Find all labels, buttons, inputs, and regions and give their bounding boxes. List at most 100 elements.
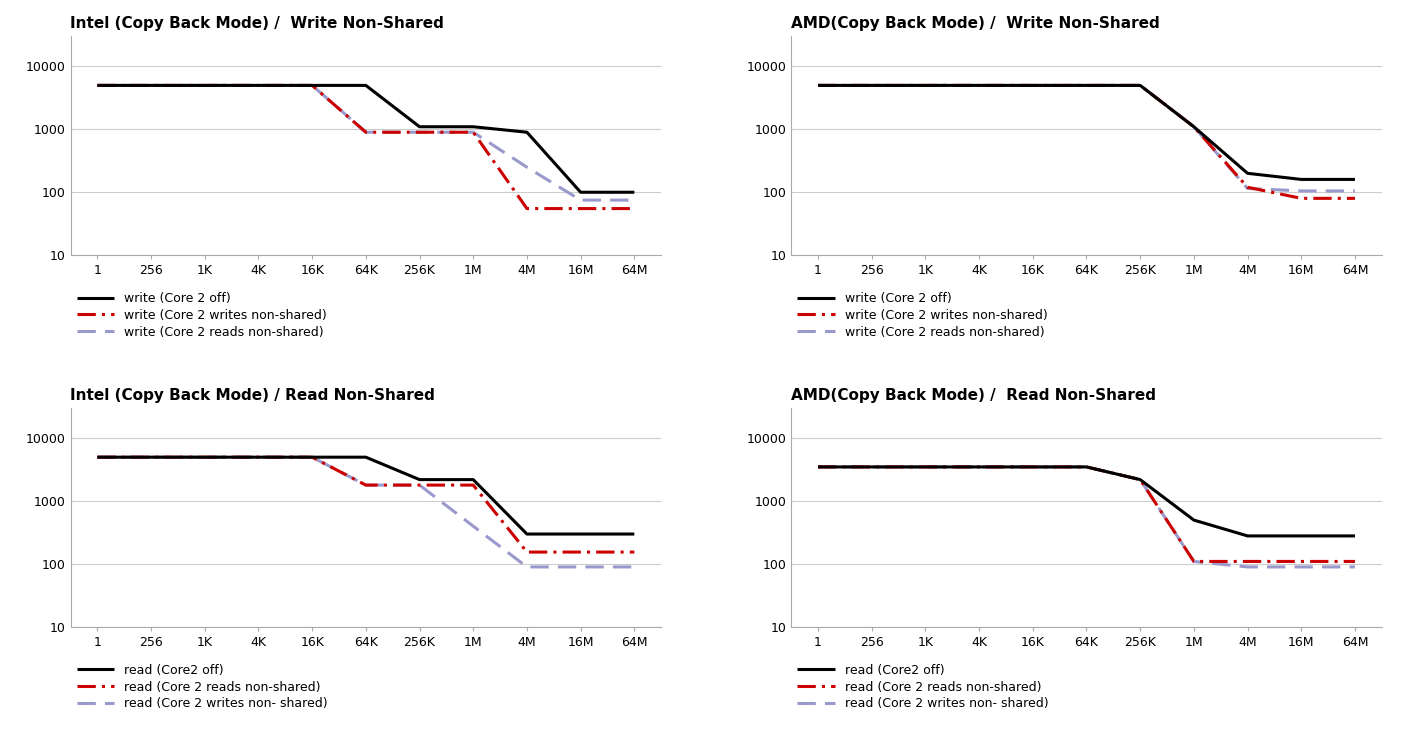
read (Core2 off) bbox=[1293, 531, 1310, 540]
read (Core 2 reads non-shared) bbox=[142, 453, 159, 461]
write (Core 2 off) bbox=[196, 81, 213, 90]
write (Core 2 writes non-shared) bbox=[1239, 183, 1256, 192]
read (Core 2 writes non- shared) bbox=[357, 480, 374, 489]
read (Core 2 reads non-shared) bbox=[626, 547, 643, 556]
read (Core 2 reads non-shared) bbox=[303, 453, 320, 461]
read (Core 2 reads non-shared) bbox=[572, 547, 589, 556]
write (Core 2 off) bbox=[626, 188, 643, 197]
Text: Intel (Copy Back Mode) /  Write Non-Shared: Intel (Copy Back Mode) / Write Non-Share… bbox=[70, 16, 444, 31]
write (Core 2 off) bbox=[1079, 81, 1096, 90]
write (Core 2 reads non-shared) bbox=[412, 128, 429, 136]
read (Core 2 reads non-shared) bbox=[1024, 463, 1041, 472]
read (Core 2 writes non- shared) bbox=[916, 463, 933, 472]
read (Core 2 reads non-shared) bbox=[809, 463, 826, 472]
Legend: read (Core2 off), read (Core 2 reads non-shared), read (Core 2 writes non- share: read (Core2 off), read (Core 2 reads non… bbox=[798, 664, 1049, 710]
write (Core 2 off) bbox=[1024, 81, 1041, 90]
write (Core 2 off) bbox=[1186, 122, 1203, 131]
read (Core 2 writes non- shared) bbox=[89, 453, 106, 461]
write (Core 2 off) bbox=[1239, 169, 1256, 178]
Text: Intel (Copy Back Mode) / Read Non-Shared: Intel (Copy Back Mode) / Read Non-Shared bbox=[70, 388, 436, 403]
read (Core 2 writes non- shared) bbox=[809, 463, 826, 472]
write (Core 2 reads non-shared) bbox=[1347, 187, 1363, 195]
Line: write (Core 2 writes non-shared): write (Core 2 writes non-shared) bbox=[818, 85, 1355, 198]
write (Core 2 writes non-shared) bbox=[809, 81, 826, 90]
write (Core 2 off) bbox=[465, 122, 482, 131]
write (Core 2 writes non-shared) bbox=[1347, 194, 1363, 203]
write (Core 2 off) bbox=[1293, 175, 1310, 184]
read (Core2 off) bbox=[465, 475, 482, 484]
write (Core 2 off) bbox=[357, 81, 374, 90]
Legend: write (Core 2 off), write (Core 2 writes non-shared), write (Core 2 reads non-sh: write (Core 2 off), write (Core 2 writes… bbox=[76, 292, 327, 338]
read (Core 2 writes non- shared) bbox=[465, 522, 482, 531]
write (Core 2 reads non-shared) bbox=[1186, 122, 1203, 131]
write (Core 2 reads non-shared) bbox=[196, 81, 213, 90]
read (Core2 off) bbox=[357, 453, 374, 461]
read (Core 2 writes non- shared) bbox=[1186, 557, 1203, 566]
read (Core 2 reads non-shared) bbox=[412, 480, 429, 489]
read (Core 2 writes non- shared) bbox=[626, 563, 643, 572]
read (Core 2 reads non-shared) bbox=[250, 453, 266, 461]
read (Core 2 reads non-shared) bbox=[1132, 475, 1149, 484]
write (Core 2 writes non-shared) bbox=[863, 81, 880, 90]
write (Core 2 off) bbox=[863, 81, 880, 90]
write (Core 2 reads non-shared) bbox=[572, 196, 589, 205]
write (Core 2 writes non-shared) bbox=[572, 204, 589, 213]
read (Core2 off) bbox=[809, 463, 826, 472]
read (Core 2 reads non-shared) bbox=[196, 453, 213, 461]
read (Core 2 writes non- shared) bbox=[142, 453, 159, 461]
write (Core 2 off) bbox=[572, 188, 589, 197]
write (Core 2 reads non-shared) bbox=[1024, 81, 1041, 90]
write (Core 2 reads non-shared) bbox=[142, 81, 159, 90]
read (Core 2 reads non-shared) bbox=[1347, 557, 1363, 566]
write (Core 2 off) bbox=[1132, 81, 1149, 90]
Text: AMD(Copy Back Mode) /  Write Non-Shared: AMD(Copy Back Mode) / Write Non-Shared bbox=[791, 16, 1160, 31]
read (Core2 off) bbox=[1079, 463, 1096, 472]
read (Core2 off) bbox=[303, 453, 320, 461]
write (Core 2 reads non-shared) bbox=[1079, 81, 1096, 90]
read (Core 2 reads non-shared) bbox=[1293, 557, 1310, 566]
write (Core 2 off) bbox=[916, 81, 933, 90]
read (Core 2 writes non- shared) bbox=[250, 453, 266, 461]
read (Core2 off) bbox=[970, 463, 987, 472]
Line: read (Core 2 reads non-shared): read (Core 2 reads non-shared) bbox=[818, 467, 1355, 561]
write (Core 2 writes non-shared) bbox=[303, 81, 320, 90]
write (Core 2 reads non-shared) bbox=[970, 81, 987, 90]
read (Core2 off) bbox=[89, 453, 106, 461]
read (Core 2 writes non- shared) bbox=[970, 463, 987, 472]
read (Core2 off) bbox=[626, 530, 643, 539]
read (Core2 off) bbox=[863, 463, 880, 472]
read (Core2 off) bbox=[572, 530, 589, 539]
read (Core 2 reads non-shared) bbox=[916, 463, 933, 472]
read (Core 2 writes non- shared) bbox=[1132, 475, 1149, 484]
write (Core 2 writes non-shared) bbox=[89, 81, 106, 90]
write (Core 2 off) bbox=[519, 128, 536, 136]
read (Core 2 writes non- shared) bbox=[519, 563, 536, 572]
write (Core 2 reads non-shared) bbox=[916, 81, 933, 90]
Line: write (Core 2 reads non-shared): write (Core 2 reads non-shared) bbox=[97, 85, 634, 200]
Line: read (Core2 off): read (Core2 off) bbox=[818, 467, 1355, 536]
write (Core 2 off) bbox=[142, 81, 159, 90]
Line: read (Core 2 writes non- shared): read (Core 2 writes non- shared) bbox=[818, 467, 1355, 567]
write (Core 2 writes non-shared) bbox=[1293, 194, 1310, 203]
read (Core 2 writes non- shared) bbox=[1239, 563, 1256, 572]
write (Core 2 writes non-shared) bbox=[1079, 81, 1096, 90]
read (Core 2 writes non- shared) bbox=[412, 480, 429, 489]
Line: read (Core 2 writes non- shared): read (Core 2 writes non- shared) bbox=[97, 457, 634, 567]
write (Core 2 reads non-shared) bbox=[809, 81, 826, 90]
Text: AMD(Copy Back Mode) /  Read Non-Shared: AMD(Copy Back Mode) / Read Non-Shared bbox=[791, 388, 1156, 403]
read (Core2 off) bbox=[142, 453, 159, 461]
read (Core 2 reads non-shared) bbox=[519, 547, 536, 556]
read (Core2 off) bbox=[196, 453, 213, 461]
write (Core 2 off) bbox=[809, 81, 826, 90]
Legend: read (Core2 off), read (Core 2 reads non-shared), read (Core 2 writes non- share: read (Core2 off), read (Core 2 reads non… bbox=[76, 664, 329, 710]
read (Core2 off) bbox=[1132, 475, 1149, 484]
write (Core 2 reads non-shared) bbox=[303, 81, 320, 90]
read (Core2 off) bbox=[519, 530, 536, 539]
write (Core 2 writes non-shared) bbox=[465, 128, 482, 136]
read (Core 2 reads non-shared) bbox=[970, 463, 987, 472]
read (Core 2 reads non-shared) bbox=[1079, 463, 1096, 472]
Line: write (Core 2 writes non-shared): write (Core 2 writes non-shared) bbox=[97, 85, 634, 208]
Legend: write (Core 2 off), write (Core 2 writes non-shared), write (Core 2 reads non-sh: write (Core 2 off), write (Core 2 writes… bbox=[798, 292, 1048, 338]
Line: write (Core 2 off): write (Core 2 off) bbox=[818, 85, 1355, 179]
write (Core 2 writes non-shared) bbox=[519, 204, 536, 213]
